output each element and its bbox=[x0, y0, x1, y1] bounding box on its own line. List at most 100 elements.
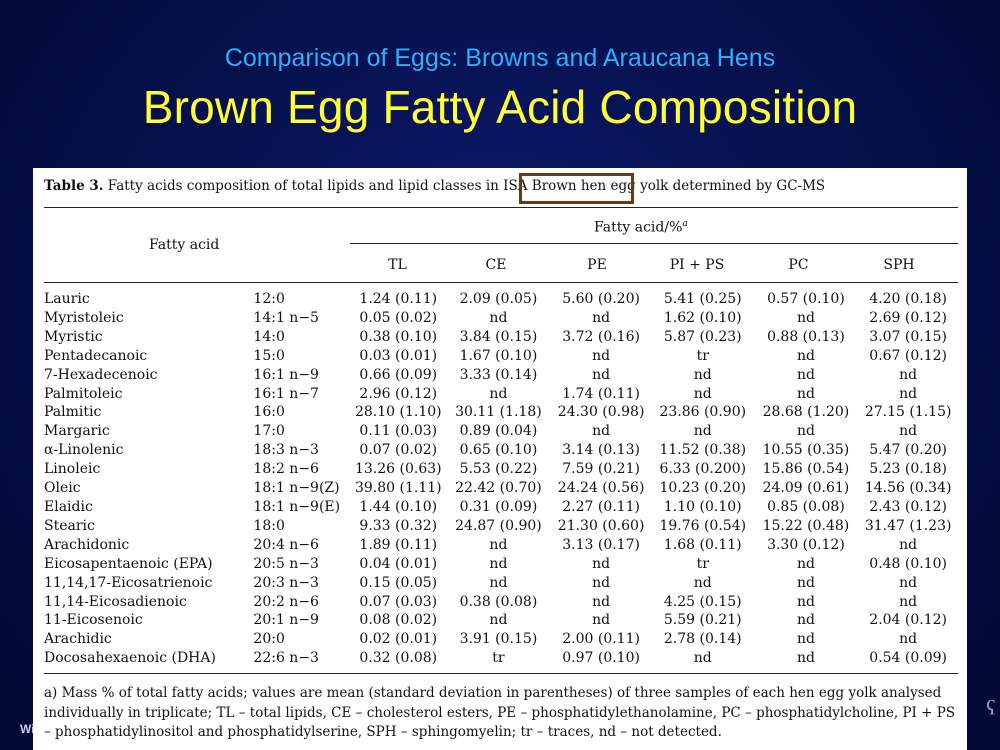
row-fatty-acid-name: Palmitoleic bbox=[44, 385, 123, 402]
row-fatty-acid-code: 18:0 bbox=[253, 517, 285, 534]
table-row: 7-Hexadecenoic 16:1 n−9 0.66 (0.09) 3.33 (0… bbox=[44, 366, 958, 385]
cell-ce: 22.42 (0.70) bbox=[455, 480, 542, 497]
cell-ce: nd bbox=[489, 309, 508, 326]
cell-tl: 9.33 (0.32) bbox=[359, 517, 438, 534]
table-caption-text: Fatty acids composition of total lipids … bbox=[107, 178, 826, 194]
table-row: Elaidic 18:1 n−9(E) 1.44 (0.10) 0.31 (0.09)… bbox=[44, 498, 958, 517]
row-fatty-acid-name: Palmitic bbox=[44, 404, 102, 421]
cell-sph: 0.54 (0.09) bbox=[869, 650, 947, 667]
cell-tl: 0.03 (0.01) bbox=[359, 347, 438, 364]
cell-ce: nd bbox=[489, 536, 508, 553]
col-header-pips: PI + PS bbox=[669, 257, 725, 273]
row-fatty-acid-name: Arachidic bbox=[44, 631, 112, 648]
cell-ce: 0.65 (0.10) bbox=[459, 442, 538, 459]
row-fatty-acid-name: Docosahexaenoic (DHA) bbox=[44, 650, 216, 667]
col-header-tl: TL bbox=[388, 257, 407, 273]
cell-pc: 28.68 (1.20) bbox=[762, 404, 850, 421]
row-fatty-acid-name: 11,14,17-Eicosatrienoic bbox=[44, 574, 213, 591]
cell-pc: nd bbox=[796, 574, 815, 591]
row-fatty-acid-name: Lauric bbox=[44, 291, 90, 307]
highlight-box bbox=[519, 173, 634, 204]
cell-pc: 10.55 (0.35) bbox=[762, 442, 850, 459]
cell-pe: 24.24 (0.56) bbox=[557, 480, 645, 497]
header-group-sup: a bbox=[682, 219, 688, 229]
cell-pi: 10.23 (0.20) bbox=[659, 480, 747, 497]
cell-pc: 0.85 (0.08) bbox=[767, 498, 845, 515]
cell-pc: nd bbox=[796, 423, 815, 440]
table-row: Docosahexaenoic (DHA) 22:6 n−3 0.32 (0.08)… bbox=[44, 649, 958, 668]
cell-ce: 30.11 (1.18) bbox=[455, 404, 542, 421]
table-row: Linoleic 18:2 n−6 13.26 (0.63) 5.53 (0.22) 7… bbox=[44, 460, 958, 479]
row-fatty-acid-code: 20:4 n−6 bbox=[253, 536, 319, 553]
row-fatty-acid-code: 12:0 bbox=[253, 291, 285, 307]
cell-tl: 0.05 (0.02) bbox=[359, 309, 438, 326]
cell-pi: 5.59 (0.21) bbox=[663, 612, 742, 629]
cell-sph: 5.47 (0.20) bbox=[869, 442, 947, 459]
cell-pe: nd bbox=[592, 366, 611, 383]
cell-tl: 2.96 (0.12) bbox=[359, 385, 438, 402]
row-fatty-acid-code: 15:0 bbox=[253, 347, 285, 364]
cell-pc: 0.88 (0.13) bbox=[767, 328, 845, 345]
header-fatty-acid: Fatty acid bbox=[149, 237, 220, 253]
row-fatty-acid-code: 14:1 n−5 bbox=[253, 309, 319, 326]
cell-pe: 1.74 (0.11) bbox=[562, 385, 640, 402]
table-caption: Table 3. Fatty acids composition of tota… bbox=[44, 178, 825, 194]
cell-ce: 3.91 (0.15) bbox=[459, 631, 538, 648]
cell-pe: 3.14 (0.13) bbox=[562, 442, 640, 459]
table-row: Margaric 17:0 0.11 (0.03) 0.89 (0.04) nd nd nd… bbox=[44, 422, 958, 441]
cell-pi: tr bbox=[696, 555, 709, 572]
table-bottom-rule bbox=[44, 673, 958, 674]
cell-pc: nd bbox=[796, 650, 815, 667]
cell-ce: 1.67 (0.10) bbox=[459, 347, 538, 364]
cell-sph: 0.48 (0.10) bbox=[869, 555, 947, 572]
row-fatty-acid-code: 18:1 n−9(Z) bbox=[253, 480, 340, 497]
cell-sph: 3.07 (0.15) bbox=[869, 328, 947, 345]
cell-sph: nd bbox=[899, 366, 918, 383]
cell-pe: 3.13 (0.17) bbox=[562, 536, 640, 553]
cell-pc: 3.30 (0.12) bbox=[767, 536, 845, 553]
cell-sph: nd bbox=[899, 574, 918, 591]
cell-pi: 4.25 (0.15) bbox=[663, 593, 742, 610]
cell-pe: nd bbox=[592, 612, 611, 629]
cell-pc: nd bbox=[796, 309, 815, 326]
cell-ce: tr bbox=[492, 650, 505, 667]
row-fatty-acid-code: 18:2 n−6 bbox=[253, 461, 319, 478]
cell-pe: 2.27 (0.11) bbox=[562, 498, 640, 515]
slide-subtitle: Comparison of Eggs: Browns and Araucana … bbox=[224, 44, 776, 72]
cell-sph: 2.43 (0.12) bbox=[869, 498, 947, 515]
slide-title: Brown Egg Fatty Acid Composition bbox=[142, 81, 858, 133]
table-row: Arachidonic 20:4 n−6 1.89 (0.11) nd 3.13 (0.… bbox=[44, 536, 958, 555]
cell-tl: 0.07 (0.02) bbox=[359, 442, 438, 459]
cell-pc: nd bbox=[796, 385, 815, 402]
row-fatty-acid-code: 14:0 bbox=[253, 328, 285, 345]
table-row: Myristoleic 14:1 n−5 0.05 (0.02) nd nd 1.62 (… bbox=[44, 309, 958, 328]
decorative-flourish-icon: ҁ bbox=[986, 691, 996, 716]
cell-sph: nd bbox=[899, 631, 918, 648]
row-fatty-acid-code: 16:1 n−9 bbox=[253, 366, 319, 383]
cell-sph: 14.56 (0.34) bbox=[864, 480, 952, 497]
header-group-rule bbox=[350, 243, 958, 244]
row-fatty-acid-code: 20:5 n−3 bbox=[253, 555, 319, 572]
cell-pc: 15.86 (0.54) bbox=[762, 461, 850, 478]
row-fatty-acid-code: 16:1 n−7 bbox=[253, 385, 319, 402]
cell-sph: 0.67 (0.12) bbox=[869, 347, 947, 364]
cell-ce: 0.38 (0.08) bbox=[459, 593, 538, 610]
cell-pe: 2.00 (0.11) bbox=[562, 631, 640, 648]
table-image: Table 3. Fatty acids composition of tota… bbox=[33, 168, 967, 750]
cell-pc: nd bbox=[796, 366, 815, 383]
cell-ce: 3.33 (0.14) bbox=[459, 366, 538, 383]
table-row: Oleic 18:1 n−9(Z) 39.80 (1.11) 22.42 (0.70)… bbox=[44, 479, 958, 498]
cell-tl: 0.02 (0.01) bbox=[359, 631, 438, 648]
cell-pi: 6.33 (0.200) bbox=[659, 461, 747, 478]
cell-pi: 19.76 (0.54) bbox=[659, 517, 747, 534]
row-fatty-acid-code: 18:1 n−9(E) bbox=[253, 498, 341, 515]
row-fatty-acid-name: 7-Hexadecenoic bbox=[44, 366, 158, 383]
cell-tl: 28.10 (1.10) bbox=[354, 404, 442, 421]
cell-pi: 2.78 (0.14) bbox=[663, 631, 742, 648]
cell-sph: 4.20 (0.18) bbox=[869, 291, 947, 307]
cell-pe: 7.59 (0.21) bbox=[562, 461, 640, 478]
cell-tl: 13.26 (0.63) bbox=[354, 461, 442, 478]
cell-ce: 5.53 (0.22) bbox=[459, 461, 538, 478]
table-row: Palmitoleic 16:1 n−7 2.96 (0.12) nd 1.74 (0.… bbox=[44, 385, 958, 404]
table-row: Myristic 14:0 0.38 (0.10) 3.84 (0.15) 3.72 (… bbox=[44, 328, 958, 347]
